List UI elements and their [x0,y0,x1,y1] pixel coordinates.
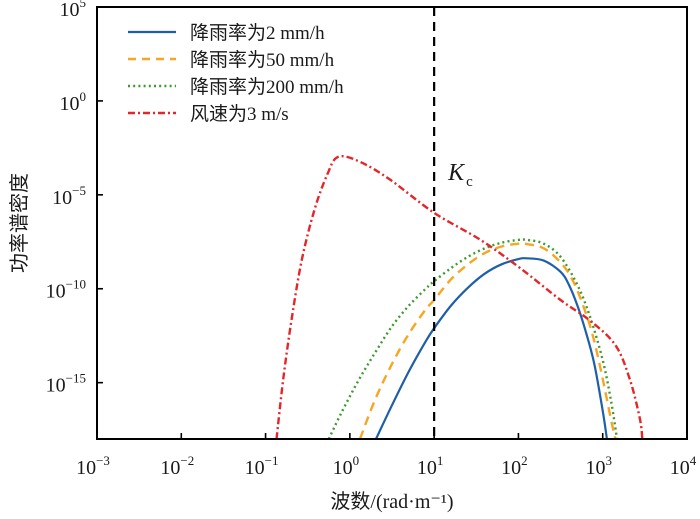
x-tick-label: 10−3 [76,453,110,479]
y-axis: 105 100 10−5 10−10 10−15 [46,0,103,397]
legend-label: 降雨率为200 mm/h [190,76,344,98]
x-axis-title: 波数/(rad·m⁻¹) [330,490,453,513]
kc-subscript: c [466,174,473,190]
y-tick-label: 10−10 [46,277,86,303]
legend: 降雨率为2 mm/h 降雨率为50 mm/h 降雨率为200 mm/h 风速为3 m/… [128,22,344,125]
legend-label: 降雨率为50 mm/h [190,49,335,71]
legend-item: 降雨率为50 mm/h [128,49,335,71]
x-tick-label: 104 [670,453,697,479]
x-tick-label: 100 [333,453,360,479]
legend-item: 降雨率为2 mm/h [128,22,325,44]
y-axis-title: 功率谱密度 [8,173,31,273]
legend-label: 风速为3 m/s [190,103,289,125]
x-tick-label: 101 [417,453,444,479]
series-line-1 [374,257,609,439]
x-tick-label: 10−1 [245,453,279,479]
y-tick-label: 100 [60,89,87,115]
series-line-2 [358,242,617,439]
series-line-3 [327,238,619,439]
curves-layer [275,154,644,439]
plot-frame [96,6,688,440]
legend-item: 风速为3 m/s [128,103,289,125]
x-tick-label: 103 [585,453,612,479]
legend-label: 降雨率为2 mm/h [190,22,325,44]
legend-item: 降雨率为200 mm/h [128,76,344,98]
y-tick-label: 105 [60,0,87,21]
x-axis: 10−3 10−2 10−1 100 101 102 103 104 [76,433,697,479]
y-tick-label: 10−15 [46,371,86,397]
x-tick-label: 10−2 [160,453,194,479]
x-tick-label: 102 [501,453,528,479]
series-line-4 [275,154,644,439]
y-tick-label: 10−5 [52,183,86,209]
